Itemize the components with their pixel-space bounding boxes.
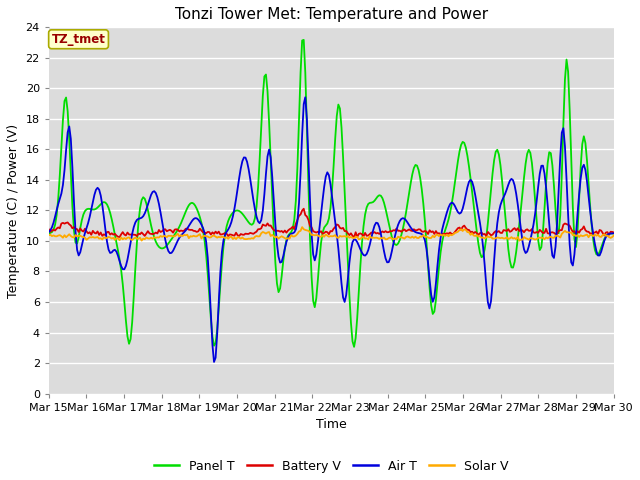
- X-axis label: Time: Time: [316, 418, 347, 431]
- Legend: Panel T, Battery V, Air T, Solar V: Panel T, Battery V, Air T, Solar V: [148, 455, 514, 478]
- Y-axis label: Temperature (C) / Power (V): Temperature (C) / Power (V): [7, 123, 20, 298]
- Title: Tonzi Tower Met: Temperature and Power: Tonzi Tower Met: Temperature and Power: [175, 7, 488, 22]
- Text: TZ_tmet: TZ_tmet: [52, 33, 106, 46]
